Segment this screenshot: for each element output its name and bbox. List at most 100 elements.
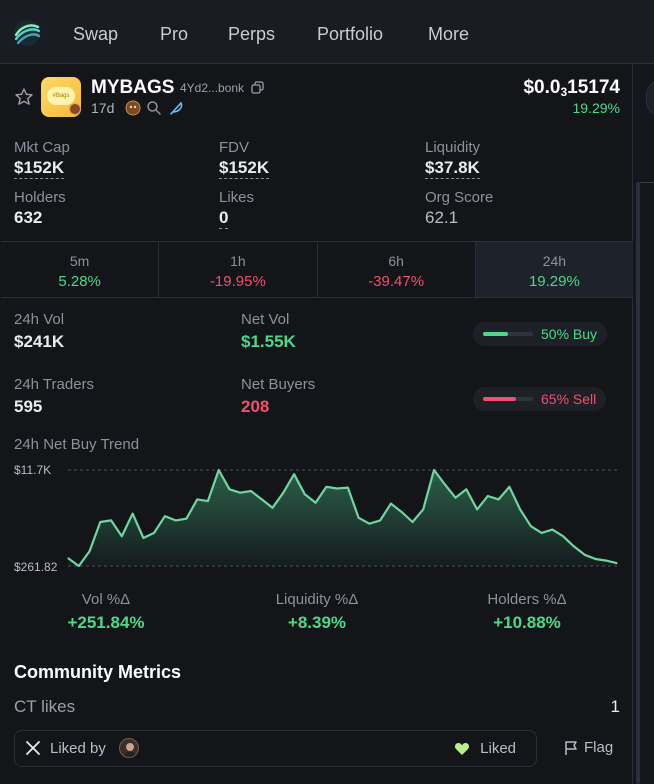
trend-point xyxy=(99,521,101,523)
trend-point xyxy=(239,492,241,494)
liked-by-row[interactable]: Liked by Liked xyxy=(14,730,537,767)
token-name: MYBAGS xyxy=(91,77,175,98)
tab-24h[interactable]: 24h 19.29% xyxy=(475,242,633,297)
trend-point xyxy=(508,486,510,488)
token-panel xyxy=(0,64,633,784)
trend-point xyxy=(121,535,123,537)
mkt-cap-value: $152K xyxy=(14,158,65,179)
y-min-label: $261.82 xyxy=(14,560,58,574)
trend-point xyxy=(314,502,317,504)
liquidity-delta-value: +8.39% xyxy=(287,613,347,632)
trend-point xyxy=(142,537,144,539)
trend-point xyxy=(422,508,424,511)
holders-delta-label: Holders %Δ xyxy=(487,591,567,608)
tab-label: 1h xyxy=(230,253,246,269)
jupiter-logo-icon[interactable] xyxy=(12,18,42,48)
vol-delta-value: +251.84% xyxy=(67,613,145,632)
trend-point xyxy=(444,483,446,485)
buy-ratio-text: 50% Buy xyxy=(541,326,598,342)
trend-point xyxy=(584,554,586,556)
search-icon[interactable] xyxy=(146,100,162,116)
avatar[interactable] xyxy=(119,738,139,758)
trend-point xyxy=(207,500,209,502)
sell-ratio-bar xyxy=(483,397,533,401)
fdv-label: FDV xyxy=(219,139,249,156)
trend-point xyxy=(88,550,91,553)
trend-line xyxy=(67,468,618,568)
trend-point xyxy=(78,565,80,567)
trend-point xyxy=(196,498,198,500)
trend-point xyxy=(465,488,467,490)
nav-pro[interactable]: Pro xyxy=(160,24,189,44)
nav-portfolio[interactable]: Portfolio xyxy=(317,24,384,44)
trend-point xyxy=(454,497,457,499)
mkt-cap-label: Mkt Cap xyxy=(14,139,70,156)
timeframe-tabs: 5m 5.28% 1h -19.95% 6h -39.47% 24h 19.29… xyxy=(1,241,633,298)
copy-icon[interactable] xyxy=(251,81,264,94)
token-logo: #Bags xyxy=(41,77,81,117)
buy-ratio-fill xyxy=(483,332,508,336)
feather-icon[interactable] xyxy=(168,100,184,116)
trend-point xyxy=(304,493,306,495)
launchpad-icon[interactable] xyxy=(125,100,141,116)
tab-value: 19.29% xyxy=(528,273,580,290)
org-score-label: Org Score xyxy=(425,189,494,206)
nav-more[interactable]: More xyxy=(428,24,470,44)
sell-ratio-fill xyxy=(483,397,516,401)
flag-icon[interactable] xyxy=(564,740,579,756)
trend-point xyxy=(282,492,284,494)
trend-point xyxy=(131,513,134,515)
x-logo-icon xyxy=(26,741,40,755)
vol-label: 24h Vol xyxy=(14,311,65,328)
trend-point xyxy=(573,545,575,547)
trend-point xyxy=(562,535,564,537)
traders-label: 24h Traders xyxy=(14,376,95,393)
tab-label: 6h xyxy=(388,253,404,269)
vol-value: $241K xyxy=(14,332,65,351)
trend-point xyxy=(401,511,403,513)
tab-6h[interactable]: 6h -39.47% xyxy=(318,242,476,297)
trend-point xyxy=(497,498,500,500)
flag-button[interactable]: Flag xyxy=(584,739,614,756)
top-nav: Swap Pro Perps Portfolio More xyxy=(0,0,654,64)
trend-point xyxy=(594,558,597,560)
tab-value: 5.28% xyxy=(58,273,101,290)
favorite-star-icon[interactable] xyxy=(14,87,34,107)
org-score-value: 62.1 xyxy=(425,208,459,227)
trend-point xyxy=(250,490,252,492)
likes-label: Likes xyxy=(219,189,255,206)
trend-point xyxy=(530,525,532,527)
tab-label: 24h xyxy=(542,253,567,269)
trend-point xyxy=(605,560,607,562)
ct-likes-value: 1 xyxy=(610,697,620,716)
community-title: Community Metrics xyxy=(14,662,182,682)
trend-point xyxy=(476,508,478,511)
fdv-value: $152K xyxy=(219,158,270,179)
net-buyers-label: Net Buyers xyxy=(241,376,316,393)
trend-point xyxy=(153,532,155,534)
trend-point xyxy=(368,523,371,525)
holders-value: 632 xyxy=(14,208,43,227)
trend-point xyxy=(433,469,435,471)
tab-value: -19.95% xyxy=(209,273,266,290)
nav-perps[interactable]: Perps xyxy=(228,24,276,44)
trend-point xyxy=(325,486,327,488)
nav-swap[interactable]: Swap xyxy=(73,24,119,44)
sell-ratio-text: 65% Sell xyxy=(541,391,597,407)
trend-point xyxy=(358,517,360,519)
trend-point xyxy=(347,487,349,489)
scrollbar[interactable] xyxy=(636,182,640,784)
liked-by-label: Liked by xyxy=(50,740,106,757)
net-vol-label: Net Vol xyxy=(241,311,290,328)
likes-value: 0 xyxy=(219,208,229,229)
tab-1h[interactable]: 1h -19.95% xyxy=(159,242,318,297)
heart-icon xyxy=(454,743,470,755)
tab-5m[interactable]: 5m 5.28% xyxy=(1,242,160,297)
token-address[interactable]: 4Yd2...bonk xyxy=(180,81,245,95)
y-max-label: $11.7K xyxy=(14,463,51,477)
liked-button[interactable]: Liked xyxy=(480,740,516,757)
trend-point xyxy=(175,519,177,521)
tab-label: 5m xyxy=(69,253,90,269)
trend-point xyxy=(390,502,392,505)
net-vol-value: $1.55K xyxy=(241,332,296,351)
